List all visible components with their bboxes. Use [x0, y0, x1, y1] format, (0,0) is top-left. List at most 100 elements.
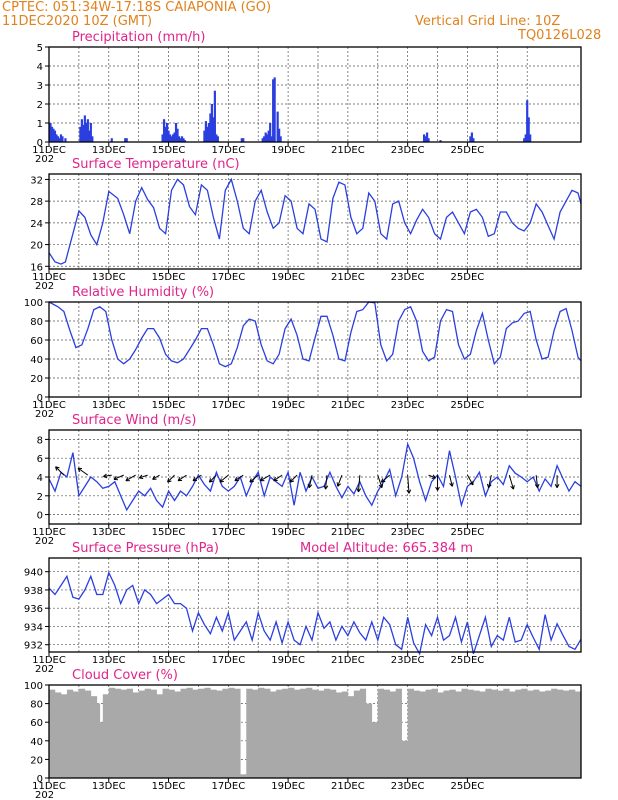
header-grid-note: Vertical Grid Line: 10Z	[415, 14, 560, 29]
temperature-ytick-label: 28	[30, 197, 43, 208]
precip-bar	[470, 132, 474, 142]
precip-bar	[55, 134, 58, 142]
wind-xtick-label: 25DEC	[451, 527, 485, 538]
cloud-cover-bar	[78, 688, 86, 778]
pressure-xtick-label: 15DEC	[152, 655, 186, 666]
precip-ytick-label: 1	[37, 119, 43, 130]
precip-bar	[89, 123, 92, 142]
precip-bar	[204, 121, 208, 142]
precip-title: Precipitation (mm/h)	[72, 30, 205, 45]
precip-bar	[425, 132, 429, 142]
precip-bar	[56, 136, 60, 142]
cloud-cover-bar	[90, 696, 98, 778]
wind-vector-arrow	[535, 475, 539, 488]
wind-xtick-label: 13DEC	[92, 527, 126, 538]
cloud-cover-bar	[341, 691, 349, 778]
cloud-cover-bar	[168, 689, 175, 778]
wind-vector-arrow	[125, 474, 136, 482]
cloud-cover-bar	[120, 689, 128, 778]
cloud-cover-bar	[419, 691, 426, 778]
cloud-xtick-label: 23DEC	[391, 781, 425, 792]
cloud-cover-bar	[180, 688, 187, 778]
wind-vector-arrowhead	[152, 475, 157, 480]
cloud-cover-bar	[569, 689, 576, 778]
cloud-cover-bar	[246, 688, 253, 778]
precip-bar	[85, 123, 88, 142]
precip-bar	[182, 138, 185, 142]
cloud-cover-bar	[192, 689, 199, 778]
precip-bar	[279, 136, 282, 142]
wind-vector-arrowhead	[138, 474, 144, 480]
precip-xtick-label: 19DEC	[271, 145, 305, 156]
precip-bar	[86, 119, 89, 142]
cloud-cover-bar	[126, 688, 133, 778]
precip-bar	[273, 77, 276, 142]
cloud-cover-bar	[84, 690, 92, 778]
precip-bar	[52, 128, 55, 142]
wind-vector-arrowhead	[234, 476, 239, 482]
cloud-cover-bar	[96, 703, 101, 778]
wind-vector-arrowhead	[103, 473, 108, 479]
precip-bar	[110, 138, 113, 142]
pressure-title: Surface Pressure (hPa)	[72, 541, 219, 556]
precip-bar	[272, 79, 275, 142]
precip-bar	[83, 115, 86, 142]
temperature-xtick-label: 11DEC	[32, 272, 66, 283]
wind-vector-arrow	[428, 474, 436, 479]
cloud-cover-bar	[264, 688, 271, 778]
cloud-xtick-label: 19DEC	[271, 781, 305, 792]
precip-bar	[125, 138, 128, 142]
precip-bar	[50, 126, 54, 142]
precip-bar	[173, 132, 176, 142]
precip-bar	[80, 119, 83, 142]
wind-vector-arrowhead	[336, 482, 342, 487]
temperature-ytick-label: 20	[30, 241, 43, 252]
precip-bar	[79, 126, 82, 142]
precip-bar	[170, 136, 173, 142]
cloud-cover-bar	[509, 691, 516, 778]
wind-vector-arrowhead	[406, 489, 412, 494]
pressure-series-line	[48, 570, 582, 656]
precip-xtick-label: 11DEC	[32, 145, 66, 156]
cloud-cover-bar	[575, 691, 582, 778]
cloud-cover-bar	[359, 688, 367, 778]
wind-ytick-label: 0	[37, 511, 43, 522]
wind-vector-arrow	[113, 474, 124, 480]
precip-bar	[270, 136, 273, 142]
temperature-xtick-label: 19DEC	[271, 272, 305, 283]
cloud-cover-bar	[413, 690, 420, 778]
wind-vector-arrow	[357, 475, 361, 492]
wind-vector-arrowhead	[534, 483, 540, 489]
wind-year-label: 202	[35, 536, 54, 547]
wind-vector-arrowhead	[259, 477, 265, 482]
precip-bar	[422, 134, 426, 142]
cloud-cover-bar	[353, 690, 361, 778]
precip-xtick-label: 23DEC	[391, 145, 425, 156]
cloud-cover-bar	[114, 688, 122, 778]
cloud-cover-bar	[449, 689, 456, 778]
precip-bar	[424, 136, 427, 142]
precip-bar	[49, 123, 52, 142]
cloud-cover-bar	[479, 691, 486, 778]
cloud-cover-bar	[186, 687, 193, 778]
humidity-xtick-label: 23DEC	[391, 400, 425, 411]
wind-vector-arrow	[380, 474, 391, 483]
pressure-ytick-label: 936	[24, 604, 43, 615]
precip-bar	[524, 134, 527, 142]
precip-bar	[61, 136, 64, 142]
wind-vector-arrow	[209, 474, 217, 483]
temperature-xtick-label: 23DEC	[391, 272, 425, 283]
cloud-cover-bar	[533, 689, 540, 778]
wind-vector-arrowhead	[378, 483, 384, 489]
wind-vector-arrowhead	[289, 478, 295, 483]
precip-bar	[267, 130, 270, 142]
precip-xtick-label: 25DEC	[451, 145, 485, 156]
cloud-xtick-label: 15DEC	[152, 781, 186, 792]
cloud-cover-bar	[407, 688, 414, 778]
cloud-cover-bar	[335, 692, 343, 778]
cloud-xtick-label: 25DEC	[451, 781, 485, 792]
wind-title: Surface Wind (m/s)	[72, 413, 196, 428]
pressure-year-label: 202	[35, 664, 54, 675]
wind-vector-arrowhead	[356, 488, 362, 493]
precip-xtick-label: 21DEC	[331, 145, 365, 156]
